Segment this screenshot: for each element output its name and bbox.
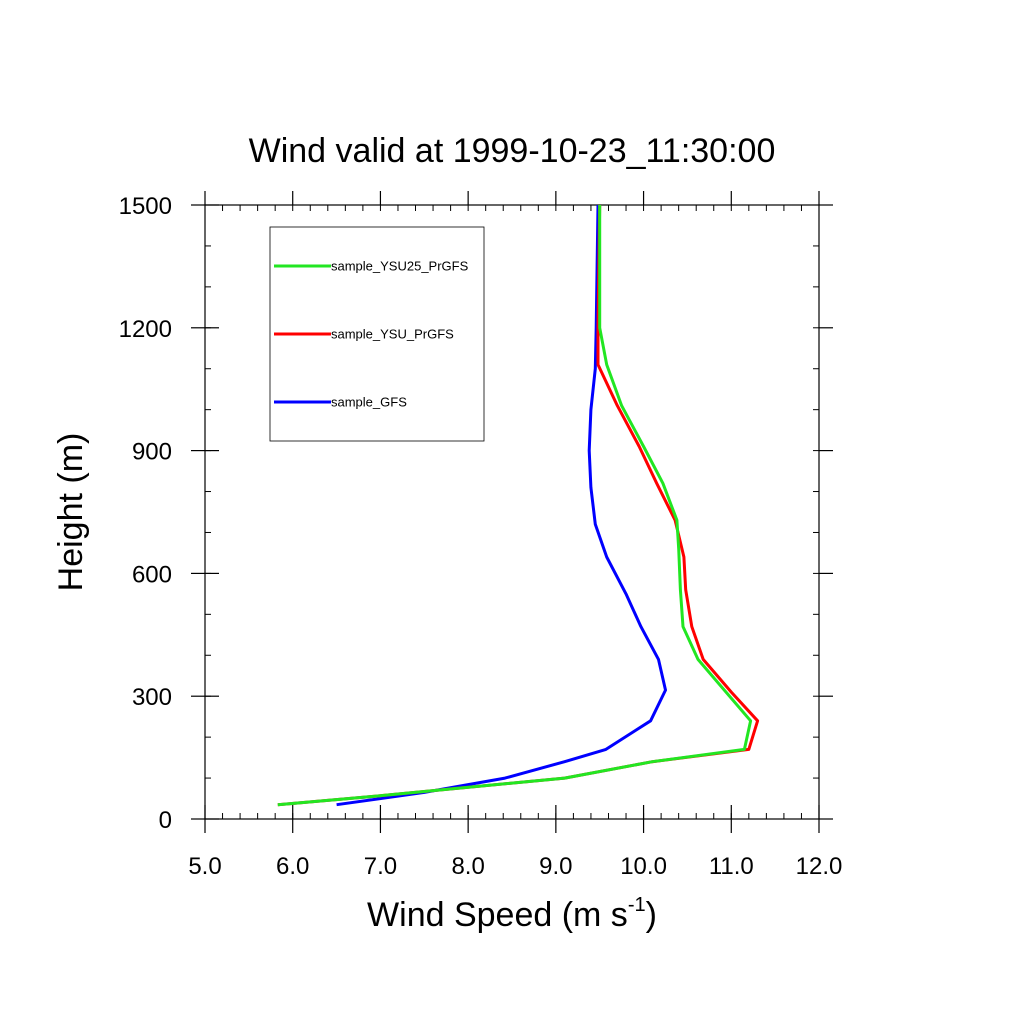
x-tick-label: 8.0 [451, 853, 484, 880]
series-line-sample-ysu25-prgfs [277, 205, 753, 807]
y-tick-label: 600 [132, 561, 172, 588]
x-tick-label: 6.0 [276, 853, 309, 880]
major-ticks [191, 191, 833, 833]
x-tick-label: 9.0 [539, 853, 572, 880]
y-tick-label: 0 [159, 807, 172, 834]
y-tick-label: 900 [132, 439, 172, 466]
x-tick-labels: 5.0 6.0 7.0 8.0 9.0 10.0 11.0 12.0 [188, 853, 842, 880]
minor-ticks [204, 204, 820, 820]
x-tick-label: 5.0 [188, 853, 221, 880]
x-tick-label: 11.0 [709, 853, 754, 880]
x-axis-title-superscript: -1 [628, 894, 646, 916]
series-line-sample-gfs [336, 204, 667, 807]
y-tick-label: 1200 [119, 316, 172, 343]
y-axis-title: Height (m) [52, 433, 90, 592]
legend-items: sample_YSU25_PrGFS sample_YSU_PrGFSsample… [274, 259, 469, 410]
y-tick-labels: 0 300 600 900 1200 1500 [119, 193, 172, 834]
x-axis-title-suffix: ) [646, 896, 657, 934]
legend-label: sample_YSU25_PrGFS [331, 259, 469, 274]
x-axis-title: Wind Speed (m s-1) [367, 894, 657, 934]
series-lines [277, 204, 760, 807]
legend-label: sample_GFS [331, 395, 407, 410]
y-tick-label: 300 [132, 684, 172, 711]
y-tick-label: 1500 [119, 193, 172, 220]
plot-frame [204, 204, 820, 820]
legend-label: sample_YSU_PrGFS [331, 327, 454, 342]
x-tick-label: 10.0 [620, 853, 667, 880]
legend: sample_YSU25_PrGFS sample_YSU_PrGFSsample… [269, 226, 485, 442]
chart-title: Wind valid at 1999-10-23_11:30:00 [249, 132, 776, 170]
x-tick-label: 7.0 [364, 853, 397, 880]
x-axis-title-main: Wind Speed (m s [367, 896, 628, 934]
x-tick-label: 12.0 [796, 853, 843, 880]
